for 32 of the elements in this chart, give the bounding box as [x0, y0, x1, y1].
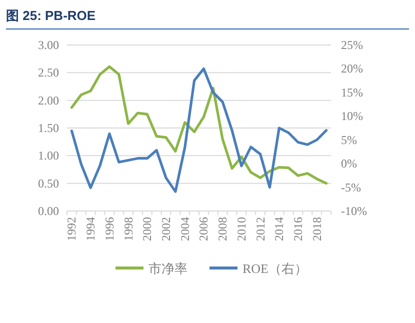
legend-label: 市净率 [148, 261, 188, 276]
x-tick-label: 1998 [121, 217, 136, 241]
y-tick-label: 1.50 [38, 121, 59, 135]
x-tick-label: 2006 [196, 217, 211, 241]
y2-tick-label: 5% [341, 132, 357, 147]
x-tick-label: 2000 [140, 217, 154, 241]
legend-label: ROE（右） [242, 261, 308, 276]
y2-tick-label: -5% [341, 180, 361, 194]
x-tick-label: 1996 [102, 217, 116, 241]
title: 图 25: PB-ROE [6, 8, 96, 23]
y2-tick-label: 20% [341, 62, 363, 76]
y-tick-label: 1.00 [38, 148, 59, 163]
x-tick-label: 1994 [84, 217, 98, 241]
y2-tick-label: 15% [341, 85, 363, 100]
y2-tick-label: 25% [341, 38, 363, 52]
x-tick-label: 2012 [253, 217, 268, 241]
y-tick-label: 0.50 [38, 176, 59, 190]
y-tick-label: 2.00 [38, 93, 59, 108]
x-tick-label: 1992 [64, 217, 79, 241]
y-tick-label: 3.00 [38, 38, 59, 52]
y2-tick-label: 0% [341, 156, 357, 171]
x-tick-label: 2010 [234, 217, 248, 241]
x-tick-label: 2016 [291, 217, 305, 241]
x-tick-label: 2002 [159, 217, 173, 241]
y2-tick-label: 10% [341, 109, 363, 124]
y2-tick-label: -10% [341, 204, 367, 218]
x-tick-label: 2004 [178, 217, 192, 241]
y-tick-label: 0.00 [38, 204, 59, 218]
y-tick-label: 2.50 [38, 66, 59, 80]
x-tick-label: 2018 [310, 217, 324, 241]
x-tick-label: 2008 [216, 217, 230, 241]
x-tick-label: 2014 [272, 217, 286, 241]
